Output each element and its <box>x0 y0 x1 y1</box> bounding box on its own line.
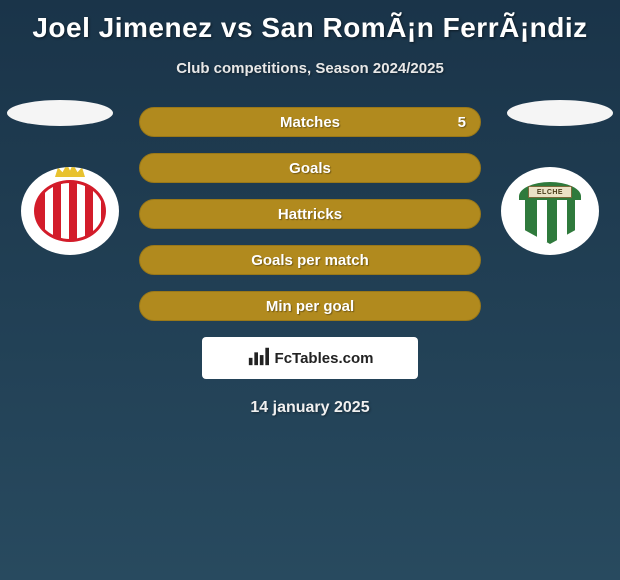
team-crest-left <box>21 167 119 255</box>
stat-bar-goals: Goals <box>139 153 481 183</box>
bar-chart-icon <box>247 345 269 372</box>
page-title: Joel Jimenez vs San RomÃ¡n FerrÃ¡ndiz <box>0 0 620 44</box>
stat-label: Matches <box>280 114 340 131</box>
comparison-panel: ELCHE Matches 5 Goals Hattricks Goals pe… <box>0 107 620 417</box>
subtitle: Club competitions, Season 2024/2025 <box>0 60 620 77</box>
stat-label: Hattricks <box>278 206 342 223</box>
crest-banner-text: ELCHE <box>528 186 572 198</box>
date-label: 14 january 2025 <box>0 399 620 417</box>
source-logo-text: FcTables.com <box>275 350 374 367</box>
stat-bars: Matches 5 Goals Hattricks Goals per matc… <box>139 107 481 321</box>
stat-bar-goals-per-match: Goals per match <box>139 245 481 275</box>
crown-icon <box>55 167 85 177</box>
stat-value: 5 <box>458 114 466 131</box>
crest-shadow-left <box>7 100 113 126</box>
stat-bar-min-per-goal: Min per goal <box>139 291 481 321</box>
stat-bar-matches: Matches 5 <box>139 107 481 137</box>
source-logo: FcTables.com <box>202 337 418 379</box>
stat-label: Goals <box>289 160 331 177</box>
stat-label: Min per goal <box>266 298 354 315</box>
team-crest-right: ELCHE <box>501 167 599 255</box>
stat-label: Goals per match <box>251 252 369 269</box>
stat-bar-hattricks: Hattricks <box>139 199 481 229</box>
crest-shadow-right <box>507 100 613 126</box>
